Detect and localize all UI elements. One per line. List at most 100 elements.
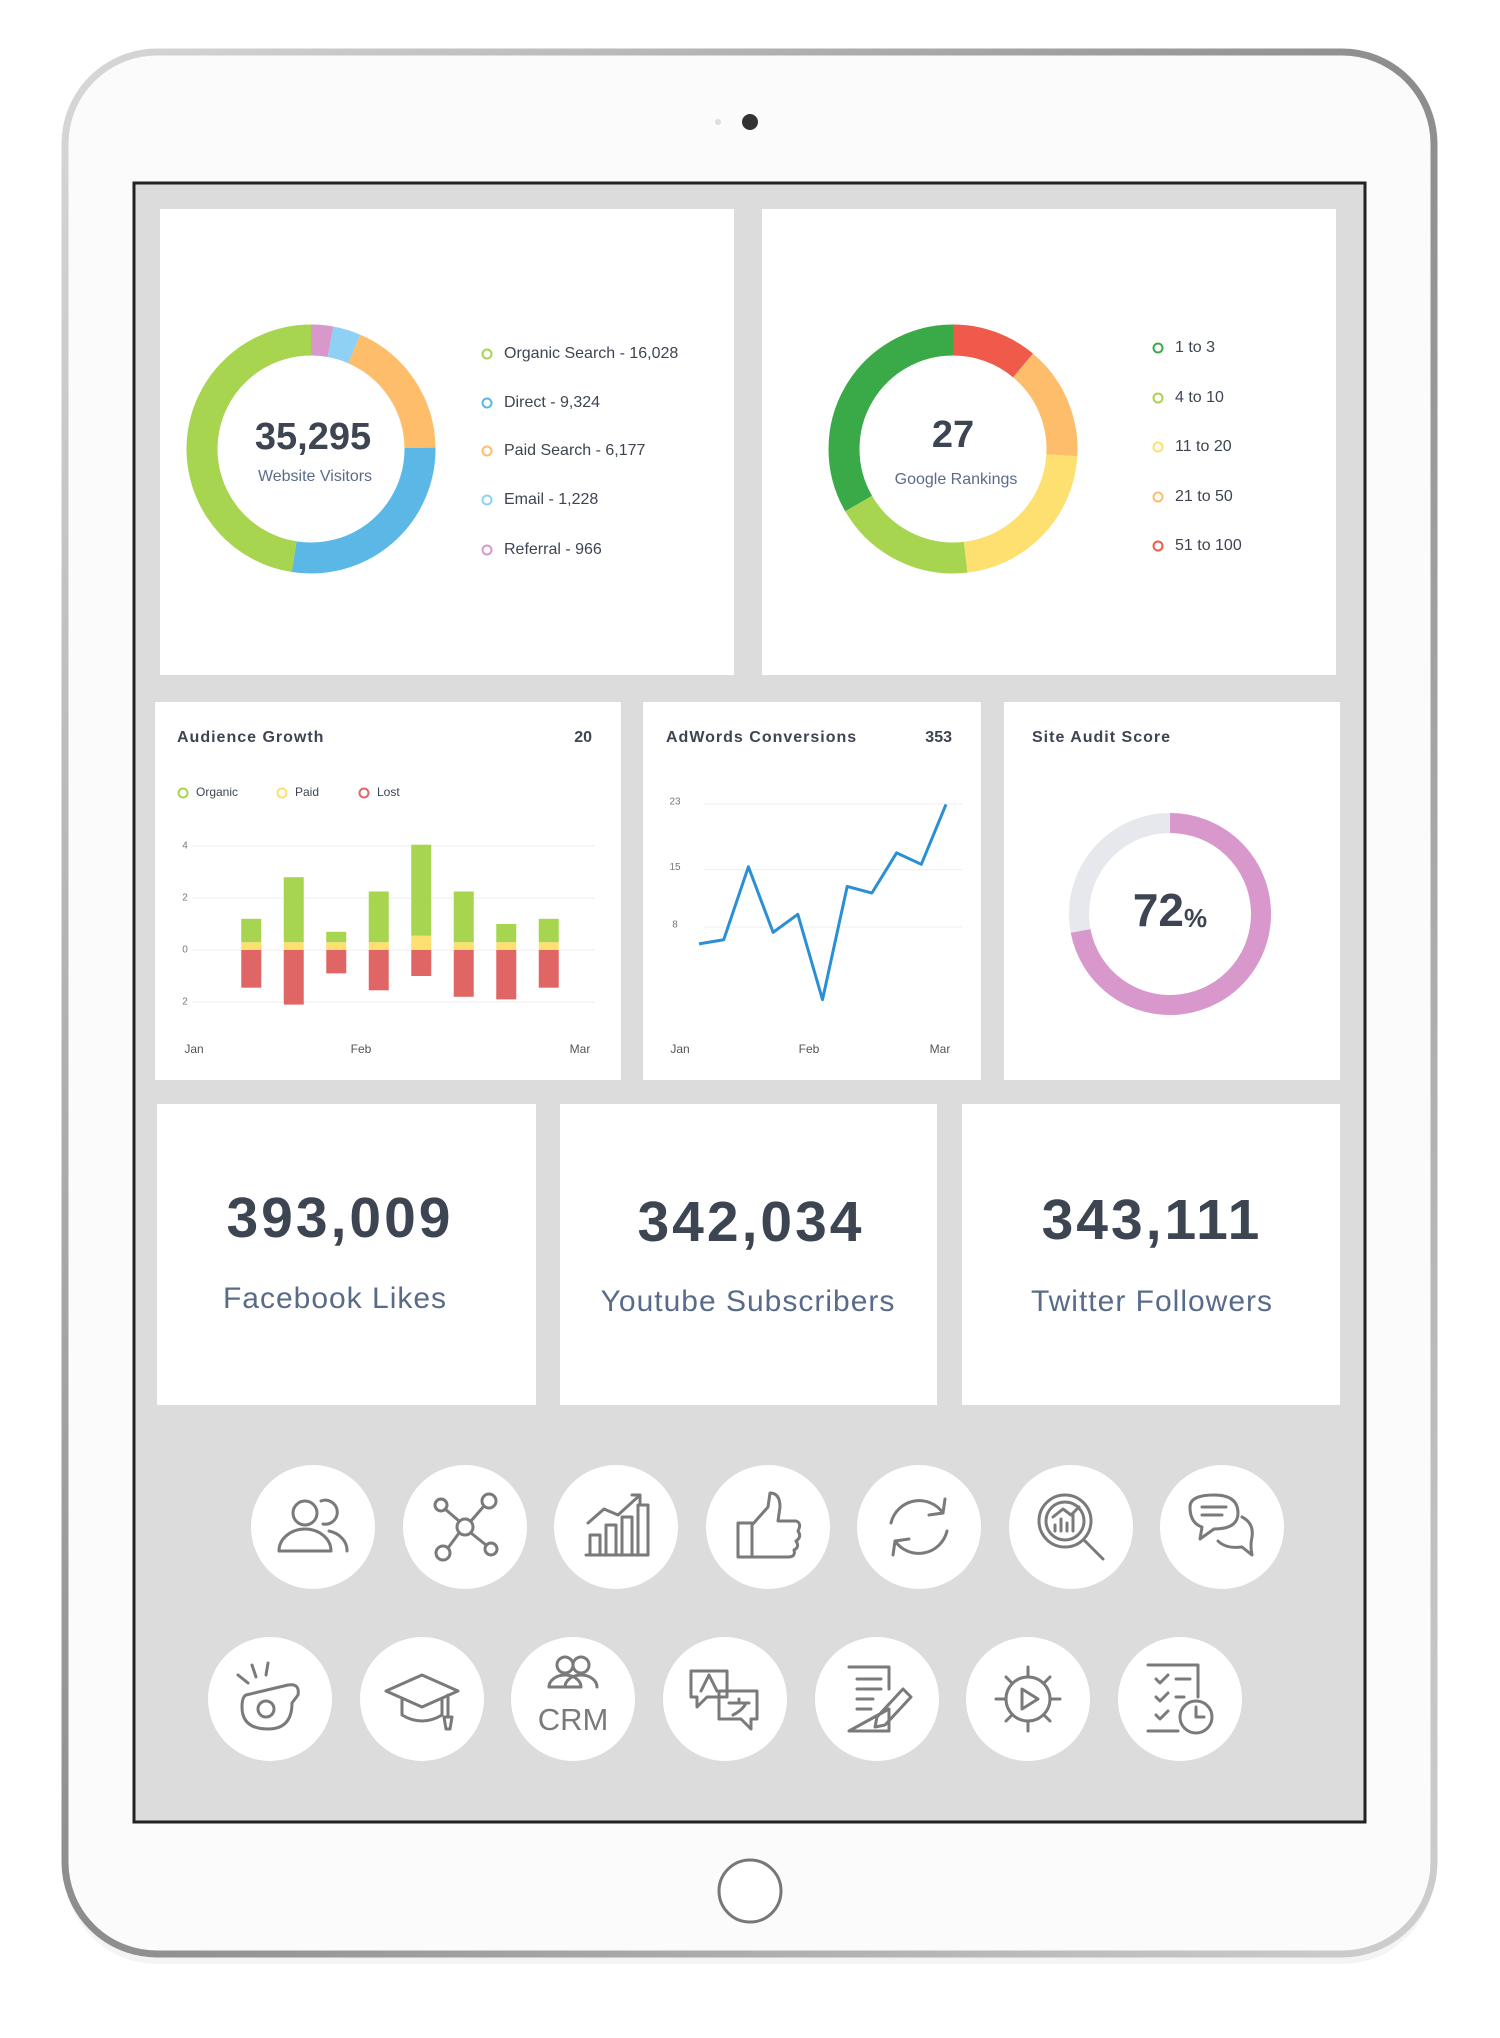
bar-segment <box>326 931 347 943</box>
icon-label: CRM <box>538 1702 609 1737</box>
legend-marker <box>481 348 493 360</box>
stat-value: 342,034 <box>637 1190 864 1254</box>
donut-segment <box>310 324 334 358</box>
legend-label: Direct - 9,324 <box>504 394 600 411</box>
x-tick-label: Feb <box>799 1042 820 1056</box>
icon-button[interactable] <box>815 1637 939 1761</box>
stat-label: Youtube Subscribers <box>601 1285 896 1318</box>
icon-button[interactable] <box>208 1637 332 1761</box>
card <box>155 702 621 1080</box>
donut-segment <box>291 447 436 574</box>
icon-button[interactable] <box>1009 1465 1133 1589</box>
legend-label: Referral - 966 <box>504 541 602 558</box>
center-label: Google Rankings <box>895 471 1018 488</box>
donut-segment <box>952 324 1034 378</box>
y-tick-label: 2 <box>182 997 188 1008</box>
bar-segment <box>496 942 517 950</box>
center-value: 35,295 <box>255 416 371 458</box>
card-value: 353 <box>925 729 952 746</box>
legend-label: 11 to 20 <box>1175 438 1232 455</box>
legend-marker <box>1152 441 1164 453</box>
legend-label: Organic <box>196 785 238 799</box>
bar-segment <box>411 935 432 950</box>
x-tick-label: Mar <box>930 1042 951 1056</box>
donut-segment <box>347 334 436 449</box>
icon-row <box>208 1465 1284 1761</box>
donut-segment <box>828 324 954 512</box>
legend-marker <box>358 787 370 799</box>
bar-segment <box>241 950 262 988</box>
icons <box>236 1491 1254 1735</box>
bar-segment <box>496 924 517 943</box>
card <box>643 702 981 1080</box>
icon-button[interactable] <box>360 1637 484 1761</box>
y-tick-label: 4 <box>182 841 188 852</box>
bar-segment <box>538 950 559 988</box>
legend-marker <box>1152 392 1164 404</box>
x-tick-label: Jan <box>670 1042 689 1056</box>
center-value: 27 <box>932 414 974 456</box>
y-tick-label: 0 <box>182 945 188 956</box>
legend-label: Email - 1,228 <box>504 491 598 508</box>
icon-network <box>433 1492 499 1562</box>
card <box>962 1104 1340 1405</box>
bar-segment <box>241 918 262 943</box>
legend-marker <box>481 397 493 409</box>
icon-button[interactable] <box>511 1637 635 1761</box>
legend-label: 4 to 10 <box>1175 389 1224 406</box>
home-button[interactable] <box>717 1858 783 1924</box>
card-title: Site Audit Score <box>1032 729 1171 746</box>
icon-growth <box>584 1493 650 1557</box>
icon-document <box>847 1665 913 1733</box>
y-tick-label: 15 <box>669 862 681 873</box>
card <box>160 209 734 675</box>
card-title: Audience Growth <box>177 729 324 746</box>
x-tick-label: Feb <box>351 1042 372 1056</box>
bar-segment <box>326 950 347 974</box>
icon-button[interactable] <box>251 1465 375 1589</box>
icon-education <box>384 1673 460 1731</box>
y-tick-label: 2 <box>182 893 188 904</box>
icon-whistle <box>236 1661 300 1731</box>
bar-segment <box>538 942 559 950</box>
icon-button[interactable] <box>706 1465 830 1589</box>
legend-marker <box>481 445 493 457</box>
legend-label: Lost <box>377 785 400 799</box>
icon-checklist <box>1146 1663 1214 1735</box>
bar-segment <box>283 877 304 943</box>
y-tick-label: 23 <box>669 797 681 808</box>
icon-button[interactable] <box>403 1465 527 1589</box>
icon-button[interactable] <box>857 1465 981 1589</box>
stat-value: 393,009 <box>226 1186 453 1250</box>
icon-button[interactable] <box>663 1637 787 1761</box>
sensor <box>715 119 721 125</box>
donut-segment <box>327 326 361 364</box>
legend-label: Paid Search - 6,177 <box>504 442 646 459</box>
icon-like <box>736 1491 802 1559</box>
donut-segment <box>1012 353 1078 457</box>
card <box>157 1104 536 1405</box>
bar-segment <box>453 942 474 950</box>
legend-marker <box>1152 491 1164 503</box>
bar-segment <box>411 844 432 936</box>
icon-gear-play <box>994 1665 1062 1733</box>
icon-users <box>277 1498 349 1553</box>
icon-refresh <box>889 1497 949 1557</box>
icon-button[interactable] <box>1118 1637 1242 1761</box>
card-value: 20 <box>574 729 592 746</box>
bar-segment <box>241 942 262 950</box>
legend-marker <box>276 787 288 799</box>
legend-marker <box>481 544 493 556</box>
center-label: Website Visitors <box>258 468 372 485</box>
icon-button[interactable] <box>966 1637 1090 1761</box>
bar-segment <box>368 942 389 950</box>
legend-marker <box>1152 342 1164 354</box>
stat-value: 343,111 <box>1042 1188 1263 1252</box>
bar-segment <box>326 942 347 950</box>
bar-segment <box>411 950 432 976</box>
card <box>560 1104 937 1405</box>
y-tick-label: 8 <box>672 920 678 931</box>
donut-segment <box>963 453 1078 573</box>
bar-segment <box>283 942 304 950</box>
